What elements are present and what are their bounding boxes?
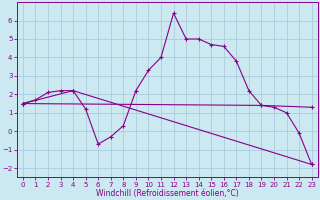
X-axis label: Windchill (Refroidissement éolien,°C): Windchill (Refroidissement éolien,°C)	[96, 189, 239, 198]
